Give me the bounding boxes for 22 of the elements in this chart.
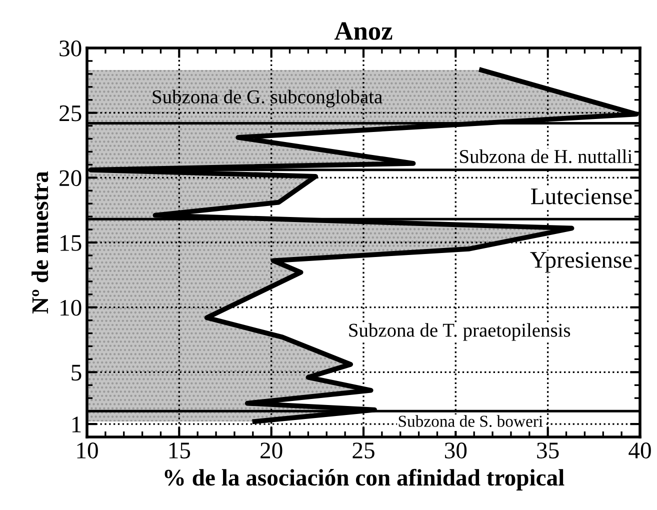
- chart-title: Anoz: [334, 22, 392, 40]
- annotation: Subzona de S. boweri: [398, 415, 543, 427]
- y-axis-title: Nº de muestra: [32, 171, 48, 314]
- y-tick-label: 30: [60, 40, 82, 56]
- x-tick-label: 35: [537, 442, 559, 458]
- x-axis-title: % de la asociación con afinidad tropical: [164, 468, 564, 490]
- x-tick-label: 30: [444, 442, 467, 458]
- y-tick-label: 1: [72, 416, 81, 432]
- x-tick-label: 25: [352, 442, 374, 458]
- x-tick-label: 40: [628, 442, 651, 458]
- x-tick-label: 20: [260, 442, 282, 458]
- annotation: Luteciense: [531, 188, 632, 204]
- y-tick-label: 15: [60, 235, 82, 251]
- annotation: Subzona de G. subconglobata: [152, 90, 382, 108]
- annotation: Subzona de T. praetopilensis: [349, 323, 570, 341]
- annotation: Ypresiense: [530, 252, 632, 273]
- y-tick-label: 10: [60, 300, 82, 316]
- x-tick-label: 15: [169, 442, 190, 458]
- y-tick-label: 25: [60, 105, 82, 122]
- annotation: Subzona de H. nuttalli: [460, 149, 632, 164]
- y-tick-label: 20: [60, 170, 82, 186]
- y-tick-label: 5: [72, 364, 82, 381]
